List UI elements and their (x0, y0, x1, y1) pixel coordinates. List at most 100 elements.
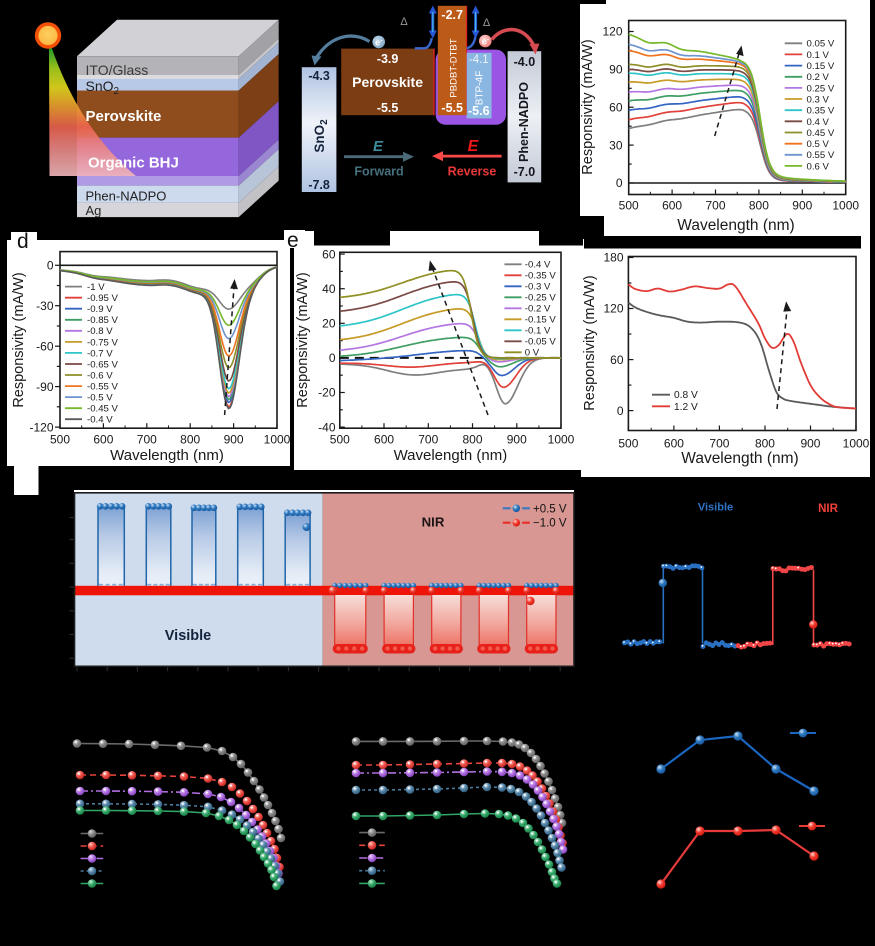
svg-text:Ag: Ag (86, 203, 102, 218)
svg-text:800: 800 (749, 199, 769, 213)
svg-text:120: 120 (602, 25, 622, 39)
svg-text:-0.4 V: -0.4 V (87, 415, 113, 426)
svg-text:NIR: NIR (422, 515, 445, 530)
svg-text:60: 60 (610, 353, 624, 367)
svg-text:-60: -60 (36, 339, 54, 353)
svg-text:e-: e- (375, 37, 382, 48)
svg-text:−1.0 V: −1.0 V (533, 518, 567, 530)
svg-text:-0.8 V: -0.8 V (87, 326, 113, 337)
svg-text:-30: -30 (36, 299, 54, 313)
svg-text:500: 500 (619, 199, 639, 213)
svg-text:+0.5 V: +0.5 V (533, 503, 567, 515)
svg-text:1000: 1000 (264, 433, 291, 447)
svg-text:500: 500 (50, 433, 70, 447)
svg-text:-0.95 V: -0.95 V (87, 293, 119, 304)
svg-text:0.15 V: 0.15 V (807, 61, 835, 72)
svg-text:0: 0 (616, 176, 623, 190)
svg-text:600: 600 (662, 199, 682, 213)
svg-text:0: 0 (329, 351, 336, 365)
svg-text:-0.75 V: -0.75 V (87, 337, 119, 348)
svg-text:Forward: Forward (354, 165, 403, 179)
svg-text:SnO2: SnO2 (312, 119, 330, 153)
svg-text:-0.55 V: -0.55 V (87, 381, 119, 392)
svg-text:0.1 V: 0.1 V (807, 50, 830, 61)
svg-text:Wavelength (nm): Wavelength (nm) (681, 450, 798, 467)
svg-text:900: 900 (792, 199, 812, 213)
svg-text:-0.35 V: -0.35 V (525, 271, 557, 282)
svg-text:700: 700 (705, 199, 725, 213)
svg-text:1000: 1000 (548, 433, 575, 447)
svg-text:-40: -40 (318, 420, 336, 434)
svg-text:-5.5: -5.5 (441, 101, 463, 115)
svg-text:-0.45 V: -0.45 V (87, 404, 119, 415)
svg-text:1000: 1000 (832, 199, 859, 213)
svg-text:Responsivity (mA/W): Responsivity (mA/W) (11, 272, 27, 407)
svg-text:180: 180 (603, 251, 623, 265)
svg-text:0.6 V: 0.6 V (807, 161, 830, 172)
svg-text:Wavelength (nm): Wavelength (nm) (394, 447, 508, 464)
svg-text:-0.05 V: -0.05 V (525, 337, 557, 348)
svg-text:Responsivity (mA/W): Responsivity (mA/W) (295, 272, 311, 407)
svg-text:20: 20 (322, 316, 336, 330)
svg-text:600: 600 (664, 437, 684, 451)
svg-text:Perovskite: Perovskite (86, 108, 162, 125)
svg-text:Wavelength (nm): Wavelength (nm) (110, 447, 224, 464)
svg-text:-7.8: -7.8 (308, 178, 330, 192)
svg-text:700: 700 (418, 433, 438, 447)
svg-text:120: 120 (603, 302, 623, 316)
svg-text:Visible: Visible (698, 502, 733, 514)
svg-text:-1 V: -1 V (87, 282, 105, 293)
svg-text:500: 500 (618, 437, 638, 451)
svg-text:0.05 V: 0.05 V (807, 39, 835, 50)
svg-text:e-: e- (482, 36, 489, 47)
svg-text:0.2 V: 0.2 V (807, 72, 830, 83)
svg-text:0.5 V: 0.5 V (807, 139, 830, 150)
svg-text:-7.0: -7.0 (514, 165, 536, 179)
svg-text:-0.7 V: -0.7 V (87, 348, 113, 359)
svg-text:PBDBT-DTBT: PBDBT-DTBT (449, 38, 460, 97)
svg-text:1000: 1000 (843, 437, 870, 451)
svg-text:Reverse: Reverse (448, 165, 497, 179)
svg-text:0.8 V: 0.8 V (674, 390, 698, 401)
svg-text:900: 900 (224, 433, 244, 447)
svg-text:-5.6: -5.6 (468, 104, 490, 118)
svg-text:0 V: 0 V (525, 348, 540, 359)
svg-text:0: 0 (47, 259, 54, 273)
svg-text:-0.2 V: -0.2 V (525, 304, 551, 315)
svg-text:-3.9: -3.9 (377, 52, 399, 66)
svg-text:30: 30 (609, 138, 623, 152)
svg-text:-0.1 V: -0.1 V (525, 326, 551, 337)
svg-text:-0.25 V: -0.25 V (525, 293, 557, 304)
svg-text:0.25 V: 0.25 V (807, 83, 835, 94)
svg-text:Wavelength (nm): Wavelength (nm) (677, 217, 794, 234)
svg-text:-0.5 V: -0.5 V (87, 393, 113, 404)
svg-text:0.3 V: 0.3 V (807, 94, 830, 105)
svg-text:0.4 V: 0.4 V (807, 117, 830, 128)
svg-text:-0.6 V: -0.6 V (87, 370, 113, 381)
svg-text:BTP-4F: BTP-4F (475, 71, 486, 105)
svg-text:600: 600 (93, 433, 113, 447)
svg-text:-0.3 V: -0.3 V (525, 282, 551, 293)
svg-text:NIR: NIR (818, 503, 839, 515)
svg-text:-0.85 V: -0.85 V (87, 315, 119, 326)
svg-text:ITO/Glass: ITO/Glass (86, 62, 149, 78)
svg-text:40: 40 (322, 282, 336, 296)
svg-text:e: e (287, 229, 299, 252)
svg-text:Responsivity (mA/W): Responsivity (mA/W) (580, 39, 596, 174)
svg-text:-0.15 V: -0.15 V (525, 315, 557, 326)
svg-text:700: 700 (137, 433, 157, 447)
svg-text:Perovskite: Perovskite (352, 74, 423, 90)
svg-text:Δ: Δ (483, 17, 491, 29)
svg-text:900: 900 (507, 433, 527, 447)
svg-text:60: 60 (322, 247, 336, 261)
svg-text:0: 0 (617, 404, 624, 418)
svg-text:60: 60 (609, 100, 623, 114)
svg-text:-4.0: -4.0 (514, 55, 536, 69)
svg-text:E: E (468, 138, 480, 155)
svg-text:800: 800 (755, 437, 775, 451)
svg-text:700: 700 (709, 437, 729, 451)
svg-text:900: 900 (800, 437, 820, 451)
svg-text:-20: -20 (318, 386, 336, 400)
svg-text:d: d (17, 230, 29, 253)
svg-text:0.55 V: 0.55 V (807, 150, 835, 161)
